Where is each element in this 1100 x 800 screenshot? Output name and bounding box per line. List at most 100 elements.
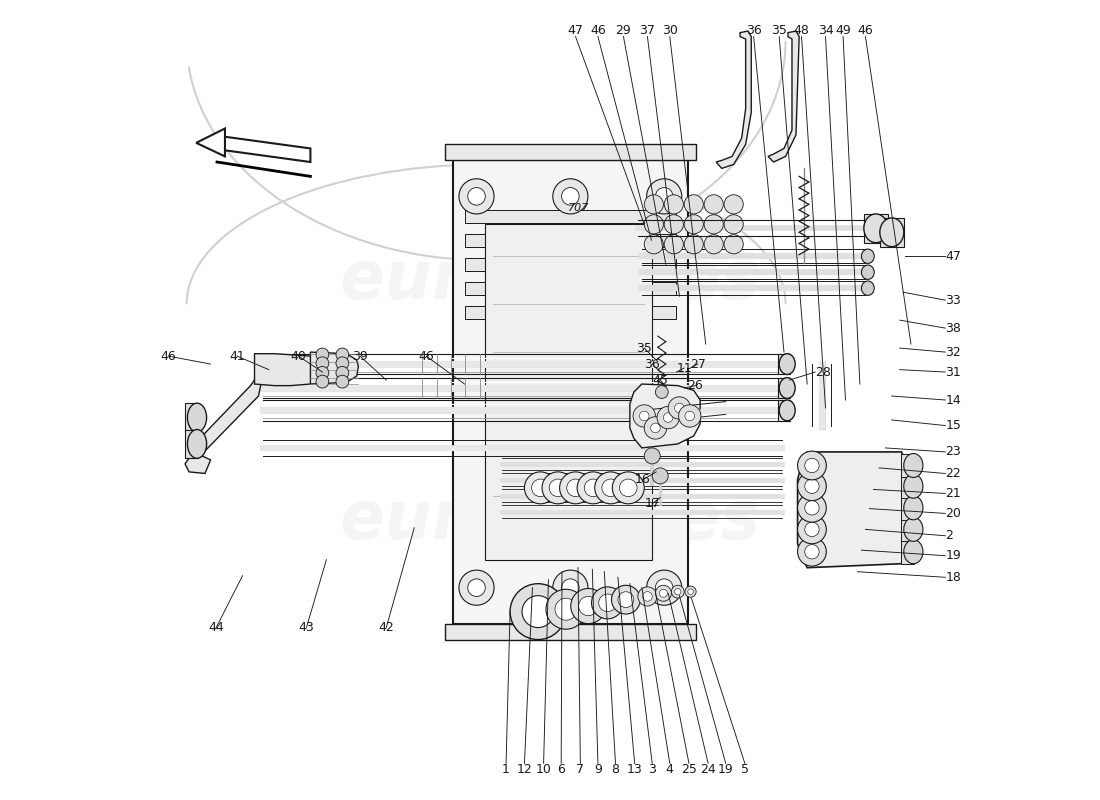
Circle shape: [522, 596, 554, 628]
Circle shape: [724, 214, 744, 234]
Circle shape: [685, 411, 694, 421]
Polygon shape: [254, 354, 327, 386]
Circle shape: [459, 570, 494, 606]
Text: 5: 5: [741, 763, 749, 776]
Text: 46: 46: [418, 350, 434, 362]
Circle shape: [571, 589, 606, 624]
Polygon shape: [185, 454, 210, 474]
Circle shape: [336, 366, 349, 379]
Circle shape: [316, 357, 329, 370]
Text: 36: 36: [645, 358, 660, 370]
Text: 24: 24: [701, 763, 716, 776]
Circle shape: [542, 472, 574, 504]
Circle shape: [553, 178, 587, 214]
Circle shape: [656, 586, 671, 602]
Text: 49: 49: [835, 24, 851, 37]
Ellipse shape: [880, 218, 904, 246]
Text: 25: 25: [681, 763, 697, 776]
Polygon shape: [310, 352, 359, 384]
Circle shape: [618, 592, 634, 607]
Text: 6: 6: [558, 763, 565, 776]
Circle shape: [316, 375, 329, 388]
Circle shape: [704, 214, 724, 234]
Text: 7: 7: [576, 763, 584, 776]
Circle shape: [645, 194, 663, 214]
Circle shape: [553, 570, 587, 606]
Circle shape: [647, 570, 682, 606]
Circle shape: [336, 357, 349, 370]
Circle shape: [663, 413, 673, 422]
Text: 19: 19: [945, 550, 961, 562]
Circle shape: [650, 423, 660, 433]
Circle shape: [619, 479, 637, 497]
Circle shape: [645, 234, 663, 254]
Polygon shape: [452, 161, 689, 624]
Circle shape: [798, 451, 826, 480]
Text: 48: 48: [793, 24, 810, 37]
Text: 41: 41: [229, 350, 245, 362]
Circle shape: [642, 592, 652, 602]
Text: 38: 38: [945, 322, 961, 334]
Polygon shape: [716, 31, 751, 169]
Bar: [185, 430, 198, 458]
Text: 28: 28: [815, 366, 830, 378]
Text: 36: 36: [746, 24, 761, 37]
Text: 26: 26: [688, 379, 703, 392]
Ellipse shape: [904, 454, 923, 478]
Bar: [778, 400, 789, 421]
Polygon shape: [630, 384, 700, 448]
Circle shape: [316, 348, 329, 361]
Circle shape: [798, 472, 826, 501]
Text: 1: 1: [502, 763, 510, 776]
Bar: [864, 214, 888, 242]
Text: 45: 45: [652, 374, 668, 386]
Circle shape: [798, 538, 826, 566]
Circle shape: [336, 375, 349, 388]
Circle shape: [674, 403, 684, 413]
Text: 47: 47: [568, 24, 583, 37]
Circle shape: [645, 417, 667, 439]
Circle shape: [645, 214, 663, 234]
Ellipse shape: [187, 403, 207, 432]
Circle shape: [634, 405, 656, 427]
Circle shape: [566, 479, 584, 497]
Text: 39: 39: [352, 350, 367, 362]
Polygon shape: [196, 129, 225, 157]
Text: 46: 46: [161, 350, 176, 362]
Ellipse shape: [904, 540, 923, 564]
Circle shape: [805, 479, 820, 494]
Circle shape: [560, 472, 592, 504]
Ellipse shape: [779, 400, 795, 421]
Circle shape: [671, 586, 684, 598]
Circle shape: [724, 234, 744, 254]
Circle shape: [549, 479, 566, 497]
Circle shape: [525, 472, 557, 504]
Ellipse shape: [861, 249, 875, 263]
Circle shape: [656, 579, 673, 597]
Text: 42: 42: [378, 621, 394, 634]
Text: 3: 3: [648, 763, 657, 776]
Circle shape: [798, 515, 826, 544]
Ellipse shape: [187, 430, 207, 458]
Circle shape: [805, 545, 820, 559]
Circle shape: [684, 214, 703, 234]
Circle shape: [468, 187, 485, 205]
Circle shape: [613, 472, 645, 504]
Polygon shape: [189, 380, 261, 458]
Text: 12: 12: [517, 763, 532, 776]
Circle shape: [336, 348, 349, 361]
Ellipse shape: [779, 354, 795, 374]
Circle shape: [798, 494, 826, 522]
Text: 19: 19: [718, 763, 734, 776]
Circle shape: [531, 479, 549, 497]
Circle shape: [664, 214, 683, 234]
Text: 13: 13: [627, 763, 642, 776]
Text: 16: 16: [635, 474, 650, 486]
Text: eurospares: eurospares: [339, 247, 761, 314]
Circle shape: [546, 590, 586, 630]
Bar: [464, 234, 676, 246]
Circle shape: [562, 187, 579, 205]
Text: 14: 14: [945, 394, 961, 406]
Bar: [778, 378, 789, 398]
Circle shape: [562, 579, 579, 597]
